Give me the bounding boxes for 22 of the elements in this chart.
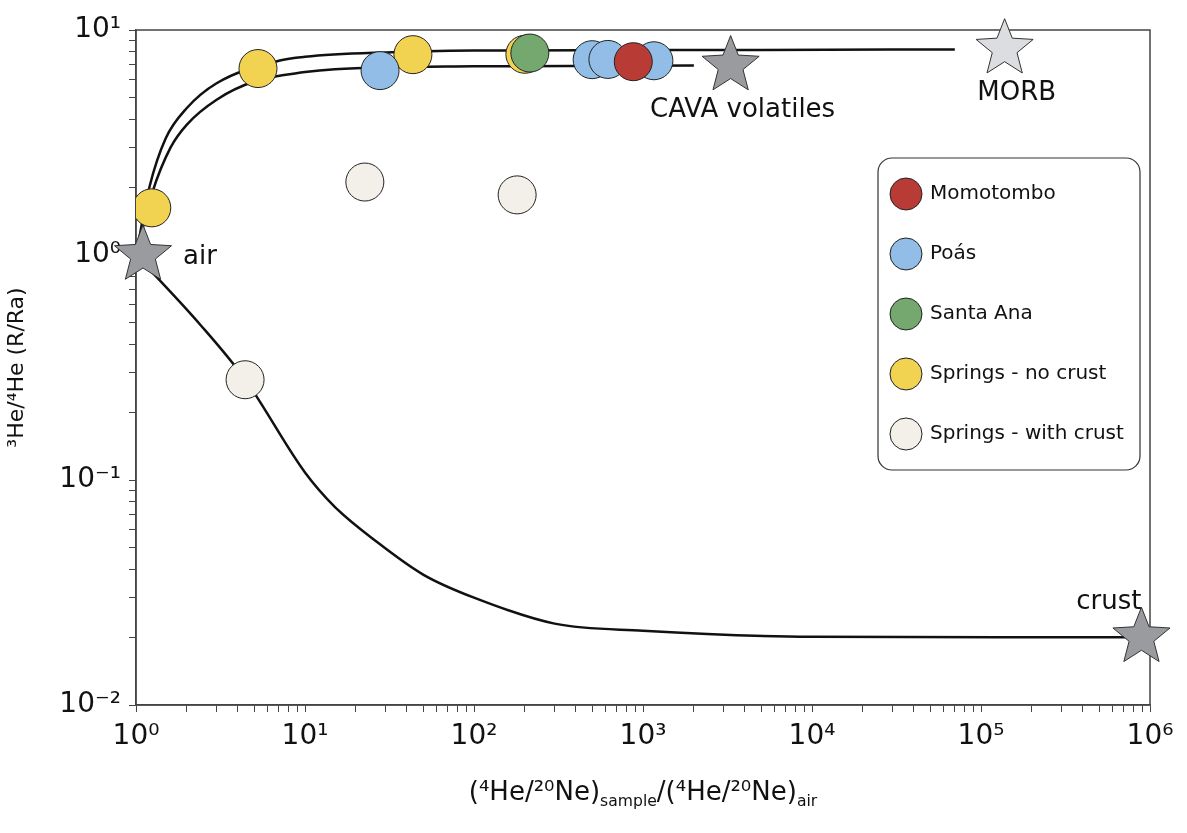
x-tick-label: 10⁴ (788, 718, 836, 752)
legend-label: Poás (930, 240, 977, 265)
legend-label: Springs - no crust (930, 360, 1107, 385)
x-axis-title: (⁴He/²⁰Ne)$_{sample}$/(⁴He/²⁰Ne)$_{air}$ (467, 776, 819, 811)
y-tick-label: 10⁻² (59, 686, 121, 720)
y-axis-title: ³He/⁴He (R/Ra) (2, 287, 28, 448)
annotation: MORB (977, 76, 1057, 107)
y-tick-label: 10¹ (74, 11, 121, 45)
legend-label: Momotombo (930, 180, 1056, 205)
annotation: crust (1076, 585, 1142, 616)
x-tick-label: 10⁶ (1126, 718, 1174, 752)
legend-label: Santa Ana (930, 300, 1033, 325)
legend-label: Springs - with crust (930, 420, 1124, 445)
x-tick-label: 10⁰ (112, 718, 160, 752)
x-tick-label: 10² (450, 718, 498, 752)
x-tick-label: 10³ (619, 718, 667, 752)
annotation: CAVA volatiles (650, 93, 836, 124)
y-tick-label: 10⁰ (74, 236, 121, 270)
annotation: air (183, 239, 218, 270)
y-tick-label: 10⁻¹ (59, 461, 121, 495)
x-tick-label: 10⁵ (957, 718, 1005, 752)
x-tick-label: 10¹ (281, 718, 329, 752)
